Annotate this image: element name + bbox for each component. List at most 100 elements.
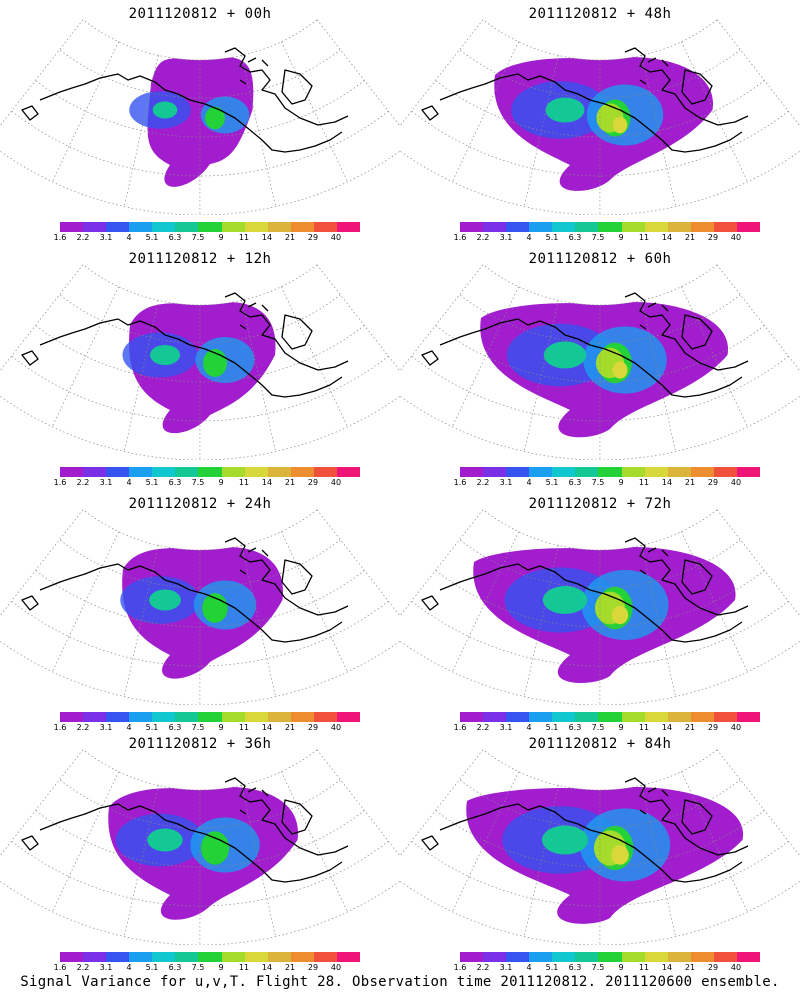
colorbar-swatch bbox=[83, 222, 107, 232]
colorbar-swatch bbox=[667, 712, 691, 722]
colorbar-swatch bbox=[644, 952, 668, 962]
longitude-line bbox=[316, 19, 400, 127]
colorbar-swatch bbox=[221, 222, 245, 232]
coastline-segment bbox=[624, 537, 749, 616]
coastline-segment bbox=[439, 73, 743, 153]
colorbar-swatch bbox=[644, 712, 668, 722]
colorbar-swatch bbox=[290, 952, 314, 962]
colorbar-tick-label: 3.1 bbox=[499, 233, 513, 242]
colorbar-swatch bbox=[83, 467, 107, 477]
colorbar-ticks: 1.6 2.2 3.1 4 5.1 6.3 7.5 9 11 14 21 29 40 bbox=[54, 478, 360, 490]
colorbar-swatch bbox=[106, 467, 130, 477]
longitude-line bbox=[316, 509, 400, 617]
coastline-segment bbox=[439, 318, 743, 398]
colorbar-ticks: 1.6 2.2 3.1 4 5.1 6.3 7.5 9 11 14 21 29 40 bbox=[54, 723, 360, 735]
latitude-line bbox=[82, 264, 318, 306]
variance-region-high bbox=[542, 586, 588, 614]
colorbar-tick-label: 14 bbox=[661, 478, 673, 487]
colorbar-swatch bbox=[506, 222, 530, 232]
latitude-line bbox=[82, 509, 318, 551]
colorbar-tick-label: 40 bbox=[330, 478, 342, 487]
colorbar-tick-label: 6.3 bbox=[168, 723, 182, 732]
coastline-segment bbox=[39, 563, 343, 643]
longitude-line bbox=[0, 264, 84, 372]
coastline-segment bbox=[224, 292, 349, 371]
colorbar-tick-label: 7.5 bbox=[191, 478, 205, 487]
longitude-line bbox=[716, 264, 800, 372]
coastline-segment bbox=[281, 799, 313, 835]
colorbar-tick-label: 3.1 bbox=[99, 478, 113, 487]
colorbar-swatch bbox=[460, 467, 484, 477]
map-plot bbox=[400, 509, 800, 705]
colorbar-tick-label: 29 bbox=[307, 478, 319, 487]
longitude-line bbox=[641, 55, 676, 207]
coastline-segment bbox=[439, 563, 743, 643]
colorbar-tick-label: 2.2 bbox=[76, 478, 90, 487]
graticule bbox=[0, 749, 400, 945]
latitude-line bbox=[482, 19, 718, 61]
colorbar-swatch bbox=[529, 467, 553, 477]
longitude-line bbox=[241, 785, 276, 937]
panel-title: 2011120812 + 60h bbox=[528, 251, 672, 267]
colorbar-tick-label: 1.6 bbox=[453, 963, 467, 972]
colorbar-tick-label: 40 bbox=[330, 963, 342, 972]
colorbar-tick-label: 6.3 bbox=[568, 963, 582, 972]
panel-title: 2011120812 + 84h bbox=[528, 736, 672, 752]
colorbar-tick-label: 4 bbox=[526, 233, 532, 242]
colorbar bbox=[460, 952, 761, 962]
latitude-line bbox=[82, 19, 318, 61]
coastline-segment bbox=[21, 105, 39, 121]
map-plot bbox=[0, 749, 400, 945]
colorbar-tick-label: 3.1 bbox=[99, 233, 113, 242]
longitude-line bbox=[51, 41, 119, 182]
coastline-segment bbox=[39, 318, 343, 398]
colorbar-tick-label: 29 bbox=[307, 233, 319, 242]
colorbar-swatch bbox=[460, 222, 484, 232]
coastline-segment bbox=[21, 835, 39, 851]
map-panel-84h: 2011120812 + 84h 1.6 2.2 3.1 4 5.1 6.3 7.5 9 11 1… bbox=[400, 730, 800, 975]
longitude-line bbox=[280, 41, 348, 182]
latitude-line bbox=[82, 749, 318, 791]
coastline-segment bbox=[224, 537, 349, 616]
panel-title: 2011120812 + 00h bbox=[128, 6, 272, 22]
colorbar-swatch bbox=[552, 222, 576, 232]
colorbar-tick-label: 2.2 bbox=[76, 963, 90, 972]
colorbar-swatch bbox=[483, 467, 507, 477]
colorbar-tick-label: 14 bbox=[261, 963, 273, 972]
colorbar-tick-label: 4 bbox=[526, 963, 532, 972]
colorbar-tick-label: 11 bbox=[238, 723, 250, 732]
colorbar-tick-label: 11 bbox=[638, 233, 650, 242]
longitude-line bbox=[0, 19, 84, 127]
colorbar-tick-label: 21 bbox=[684, 478, 696, 487]
map-panel-24h: 2011120812 + 24h 1.6 2.2 3.1 4 5.1 6.3 7.5 9 11 1… bbox=[0, 490, 400, 735]
colorbar bbox=[460, 467, 761, 477]
variance-region-peak bbox=[611, 605, 629, 625]
variance-region-peak bbox=[612, 361, 628, 379]
colorbar-tick-label: 5.1 bbox=[545, 723, 559, 732]
coastline-segment bbox=[39, 803, 343, 883]
colorbar-swatch bbox=[506, 467, 530, 477]
colorbar-tick-label: 3.1 bbox=[499, 478, 513, 487]
colorbar-swatch bbox=[460, 952, 484, 962]
colorbar-tick-label: 21 bbox=[684, 233, 696, 242]
colorbar-ticks: 1.6 2.2 3.1 4 5.1 6.3 7.5 9 11 14 21 29 40 bbox=[454, 233, 760, 245]
coastline-segment bbox=[421, 350, 439, 366]
variance-region-high bbox=[149, 589, 181, 611]
colorbar-swatch bbox=[529, 952, 553, 962]
colorbar-tick-label: 1.6 bbox=[453, 233, 467, 242]
map-plot bbox=[400, 264, 800, 460]
colorbar-swatch bbox=[598, 467, 622, 477]
colorbar-tick-label: 1.6 bbox=[53, 478, 67, 487]
colorbar-tick-label: 2.2 bbox=[76, 233, 90, 242]
coastline bbox=[421, 47, 749, 153]
colorbar-swatch bbox=[244, 952, 268, 962]
map-plot bbox=[0, 509, 400, 705]
colorbar-swatch bbox=[267, 952, 291, 962]
longitude-line bbox=[316, 264, 400, 372]
colorbar-tick-label: 5.1 bbox=[145, 723, 159, 732]
colorbar-tick-label: 3.1 bbox=[99, 963, 113, 972]
colorbar-swatch bbox=[713, 222, 737, 232]
colorbar-swatch bbox=[621, 712, 645, 722]
colorbar-swatch bbox=[506, 952, 530, 962]
colorbar-tick-label: 3.1 bbox=[499, 723, 513, 732]
